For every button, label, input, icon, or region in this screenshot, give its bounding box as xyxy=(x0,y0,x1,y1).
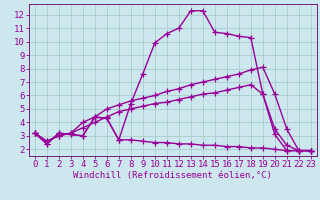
X-axis label: Windchill (Refroidissement éolien,°C): Windchill (Refroidissement éolien,°C) xyxy=(73,171,272,180)
